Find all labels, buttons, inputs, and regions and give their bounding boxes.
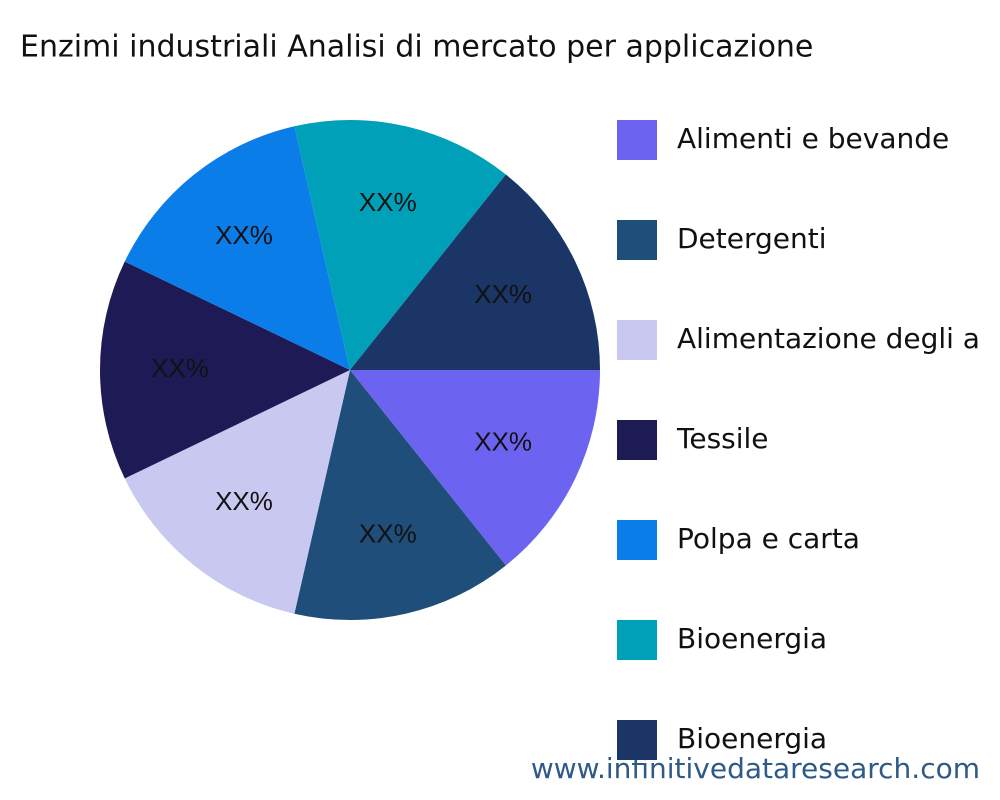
legend-label: Alimenti e bevande [677, 122, 949, 155]
data-label: XX% [474, 427, 532, 457]
legend-swatch [617, 120, 657, 160]
legend-label: Bioenergia [677, 722, 827, 755]
legend-label: Tessile [676, 422, 769, 455]
legend-swatch [617, 420, 657, 460]
pie-slice [124, 370, 350, 614]
legend-label: Polpa e carta [677, 522, 860, 555]
chart-title: Enzimi industriali Analisi di mercato pe… [20, 30, 813, 65]
data-label: XX% [151, 353, 209, 383]
data-label: XX% [215, 486, 273, 516]
data-label: XX% [474, 279, 532, 309]
pie-slice [294, 370, 506, 621]
legend-swatch [617, 720, 657, 760]
legend-swatch [617, 620, 657, 660]
legend-label: Bioenergia [677, 622, 827, 655]
pie-slice [124, 126, 350, 370]
pie-slice [350, 370, 600, 566]
legend-label: Detergenti [677, 222, 827, 255]
data-label: XX% [215, 220, 273, 250]
legend-swatch [617, 520, 657, 560]
data-label: XX% [359, 519, 417, 549]
legend-swatch [617, 320, 657, 360]
pie-slice [294, 119, 506, 370]
watermark: www.infinitivedataresearch.com [531, 752, 980, 785]
pie-slice [99, 261, 350, 479]
legend-swatch [617, 220, 657, 260]
pie-slice [350, 174, 600, 370]
legend-label: Alimentazione degli a [677, 322, 980, 355]
data-label: XX% [359, 187, 417, 217]
